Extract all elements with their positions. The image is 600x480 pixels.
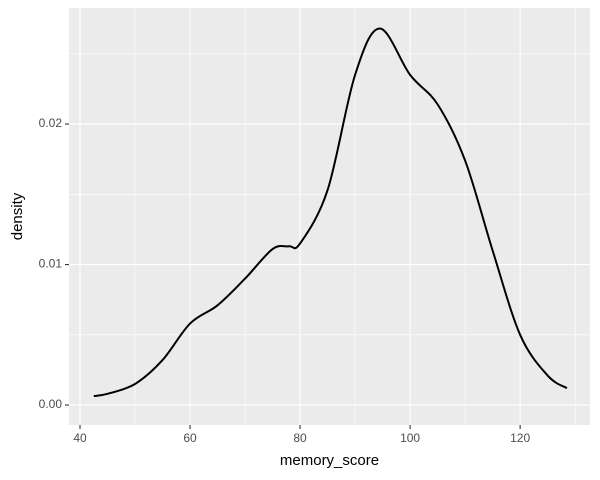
x-tick-label: 100 bbox=[400, 431, 420, 445]
y-tick-label: 0.01 bbox=[39, 257, 63, 271]
x-tick-label: 60 bbox=[183, 431, 197, 445]
density-line bbox=[93, 27, 568, 398]
y-tick-label: 0.00 bbox=[39, 397, 63, 411]
x-tick-label: 40 bbox=[73, 431, 87, 445]
plot-panel bbox=[69, 8, 590, 425]
x-tick-label: 120 bbox=[510, 431, 530, 445]
x-tick-label: 80 bbox=[293, 431, 307, 445]
y-tick-label: 0.02 bbox=[39, 116, 63, 130]
y-axis-title: density bbox=[9, 192, 26, 240]
x-axis-title: memory_score bbox=[280, 452, 379, 469]
